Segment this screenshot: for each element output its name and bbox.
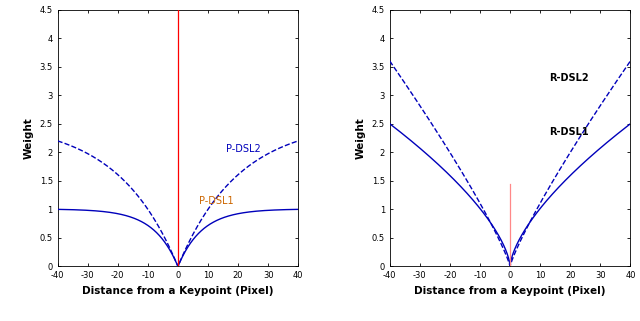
Text: P-DSL2: P-DSL2 xyxy=(226,144,261,154)
Y-axis label: Weight: Weight xyxy=(24,117,34,159)
Text: R-DSL1: R-DSL1 xyxy=(549,127,589,137)
Text: P-DSL1: P-DSL1 xyxy=(199,196,234,206)
X-axis label: Distance from a Keypoint (Pixel): Distance from a Keypoint (Pixel) xyxy=(82,286,274,296)
Text: R-DSL2: R-DSL2 xyxy=(549,73,589,83)
X-axis label: Distance from a Keypoint (Pixel): Distance from a Keypoint (Pixel) xyxy=(414,286,606,296)
Y-axis label: Weight: Weight xyxy=(356,117,366,159)
